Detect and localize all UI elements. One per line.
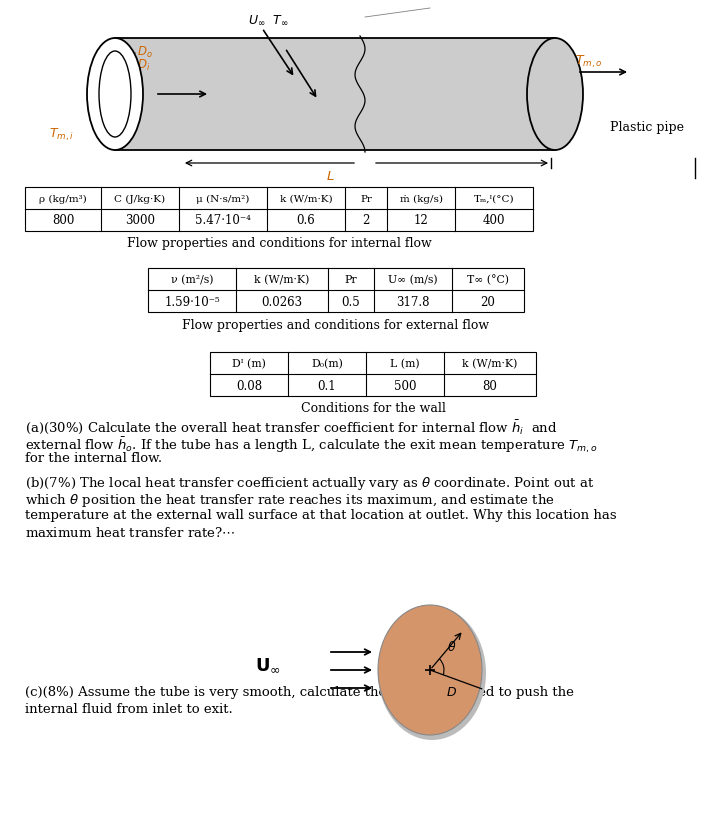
Text: $U_\infty$  $T_\infty$: $U_\infty$ $T_\infty$ bbox=[247, 14, 288, 27]
Text: for the internal flow.: for the internal flow. bbox=[25, 452, 162, 465]
Text: D₀(m): D₀(m) bbox=[311, 359, 343, 369]
Text: $D_i$: $D_i$ bbox=[137, 58, 150, 73]
Text: which $\theta$ position the heat transfer rate reaches its maximum, and estimate: which $\theta$ position the heat transfe… bbox=[25, 492, 555, 509]
Text: temperature at the external wall surface at that location at outlet. Why this lo: temperature at the external wall surface… bbox=[25, 509, 617, 522]
Text: 20: 20 bbox=[481, 295, 496, 309]
Text: $\mathbf{U}_{\infty}$: $\mathbf{U}_{\infty}$ bbox=[255, 656, 281, 674]
Text: k (W/m·K): k (W/m·K) bbox=[462, 359, 518, 369]
Text: L (m): L (m) bbox=[390, 359, 420, 369]
Text: Pr: Pr bbox=[344, 275, 357, 285]
Text: 800: 800 bbox=[52, 214, 74, 228]
Text: (b)(7%) The local heat transfer coefficient actually vary as $\theta$ coordinate: (b)(7%) The local heat transfer coeffici… bbox=[25, 475, 594, 492]
Text: ν (m²/s): ν (m²/s) bbox=[170, 275, 213, 285]
Text: k (W/m·K): k (W/m·K) bbox=[255, 275, 309, 285]
Text: μ (N·s/m²): μ (N·s/m²) bbox=[196, 195, 250, 204]
Bar bbox=[115, 38, 555, 150]
Text: 317.8: 317.8 bbox=[396, 295, 430, 309]
Text: $L$: $L$ bbox=[326, 170, 334, 183]
Text: 3000: 3000 bbox=[125, 214, 155, 228]
Text: $\theta$: $\theta$ bbox=[447, 640, 457, 654]
Bar bbox=[25, 187, 533, 231]
Text: $T_{m,o}$: $T_{m,o}$ bbox=[575, 54, 602, 70]
Text: Flow properties and conditions for internal flow: Flow properties and conditions for inter… bbox=[127, 238, 431, 251]
Text: 0.0263: 0.0263 bbox=[262, 295, 302, 309]
Text: 80: 80 bbox=[483, 380, 498, 393]
Ellipse shape bbox=[378, 606, 486, 740]
Text: Pr: Pr bbox=[360, 195, 372, 204]
Ellipse shape bbox=[87, 38, 143, 150]
Text: $T_{m,i}$: $T_{m,i}$ bbox=[49, 127, 75, 144]
Text: 0.6: 0.6 bbox=[297, 214, 315, 228]
Text: C (J/kg·K): C (J/kg·K) bbox=[115, 195, 165, 204]
Text: 0.5: 0.5 bbox=[342, 295, 360, 309]
Ellipse shape bbox=[527, 38, 583, 150]
Text: 0.1: 0.1 bbox=[318, 380, 337, 393]
Text: 1.59·10⁻⁵: 1.59·10⁻⁵ bbox=[164, 295, 220, 309]
Bar bbox=[148, 268, 524, 312]
Text: 400: 400 bbox=[483, 214, 506, 228]
Text: (a)(30%) Calculate the overall heat transfer coefficient for internal flow $\bar: (a)(30%) Calculate the overall heat tran… bbox=[25, 418, 558, 436]
Text: Plastic pipe: Plastic pipe bbox=[610, 121, 684, 134]
Text: 500: 500 bbox=[394, 380, 416, 393]
Text: k (W/m·K): k (W/m·K) bbox=[279, 195, 332, 204]
Text: Tₘ,ᴵ(°C): Tₘ,ᴵ(°C) bbox=[473, 195, 514, 204]
Text: 0.08: 0.08 bbox=[236, 380, 262, 393]
Text: $D$: $D$ bbox=[446, 686, 458, 699]
Text: 2: 2 bbox=[362, 214, 369, 228]
Text: 12: 12 bbox=[414, 214, 429, 228]
Text: Flow properties and conditions for external flow: Flow properties and conditions for exter… bbox=[183, 318, 490, 332]
Text: Dᴵ (m): Dᴵ (m) bbox=[232, 359, 266, 369]
Text: maximum heat transfer rate?$\cdots$: maximum heat transfer rate?$\cdots$ bbox=[25, 526, 235, 540]
Text: T∞ (°C): T∞ (°C) bbox=[467, 275, 509, 285]
Text: (c)(8%) Assume the tube is very smooth, calculate the power required to push the: (c)(8%) Assume the tube is very smooth, … bbox=[25, 686, 574, 699]
Text: Conditions for the wall: Conditions for the wall bbox=[301, 403, 446, 416]
Text: external flow $\bar{h}_o$. If the tube has a length L, calculate the exit mean t: external flow $\bar{h}_o$. If the tube h… bbox=[25, 435, 597, 455]
Text: $D_o$: $D_o$ bbox=[137, 45, 153, 59]
Text: internal fluid from inlet to exit.: internal fluid from inlet to exit. bbox=[25, 703, 232, 716]
Text: ṁ (kg/s): ṁ (kg/s) bbox=[399, 195, 443, 204]
Text: ρ (kg/m³): ρ (kg/m³) bbox=[39, 195, 87, 204]
Ellipse shape bbox=[378, 605, 482, 735]
Ellipse shape bbox=[99, 51, 131, 137]
Bar bbox=[210, 352, 536, 396]
Text: U∞ (m/s): U∞ (m/s) bbox=[388, 275, 438, 285]
Text: 5.47·10⁻⁴: 5.47·10⁻⁴ bbox=[195, 214, 251, 228]
